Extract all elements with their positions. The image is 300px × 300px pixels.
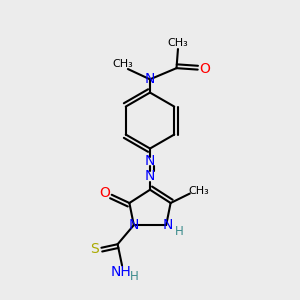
Text: CH₃: CH₃ — [112, 59, 133, 69]
Text: CH₃: CH₃ — [168, 38, 188, 47]
Text: N: N — [163, 218, 173, 232]
Text: CH₃: CH₃ — [188, 186, 209, 196]
Text: N: N — [129, 218, 139, 232]
Text: N: N — [145, 169, 155, 184]
Text: O: O — [99, 186, 110, 200]
Text: N: N — [145, 72, 155, 86]
Text: H: H — [175, 225, 184, 238]
Text: H: H — [130, 270, 139, 283]
Text: N: N — [145, 154, 155, 168]
Text: O: O — [200, 62, 211, 76]
Text: S: S — [91, 242, 99, 256]
Text: NH: NH — [110, 265, 131, 279]
